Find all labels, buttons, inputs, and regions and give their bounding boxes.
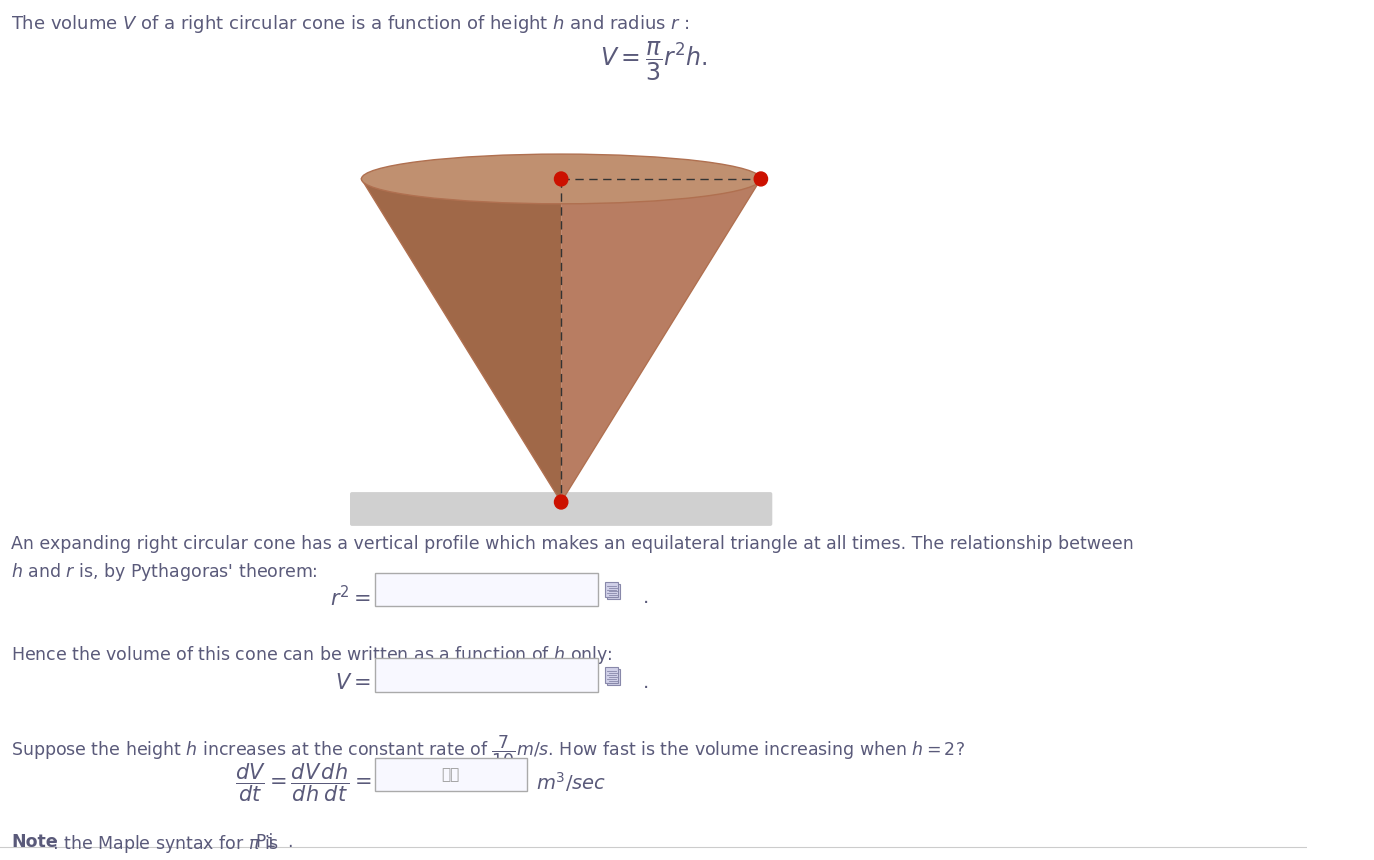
FancyBboxPatch shape: [607, 669, 620, 685]
Text: $m^3/sec$: $m^3/sec$: [536, 771, 607, 795]
Text: Hence the volume of this cone can be written as a function of $h$ only:: Hence the volume of this cone can be wri…: [11, 644, 613, 666]
FancyBboxPatch shape: [375, 658, 598, 692]
Text: $V = $: $V = $: [335, 673, 371, 693]
Text: Note: Note: [11, 833, 58, 851]
Text: : the Maple syntax for $\pi$ is: : the Maple syntax for $\pi$ is: [52, 833, 280, 855]
Text: Pi: Pi: [256, 833, 276, 851]
FancyBboxPatch shape: [607, 584, 620, 599]
Text: .: .: [643, 588, 649, 607]
Polygon shape: [361, 179, 561, 502]
Text: The volume $V$ of a right circular cone is a function of height $h$ and radius $: The volume $V$ of a right circular cone …: [11, 13, 690, 35]
Text: Suppose the height $h$ increases at the constant rate of $\dfrac{7}{10}m/s$. How: Suppose the height $h$ increases at the …: [11, 734, 966, 769]
Text: $\dfrac{dV}{dt} = \dfrac{dV}{dh}\dfrac{dh}{dt} = $: $\dfrac{dV}{dt} = \dfrac{dV}{dh}\dfrac{d…: [235, 761, 371, 803]
Text: $V = \dfrac{\pi}{3}r^2h.$: $V = \dfrac{\pi}{3}r^2h.$: [600, 40, 708, 83]
Text: An expanding right circular cone has a vertical profile which makes an equilater: An expanding right circular cone has a v…: [11, 535, 1134, 553]
Text: .: .: [643, 673, 649, 692]
FancyBboxPatch shape: [375, 758, 526, 791]
FancyBboxPatch shape: [350, 492, 772, 525]
FancyBboxPatch shape: [375, 573, 598, 606]
Text: .: .: [287, 833, 293, 851]
FancyBboxPatch shape: [605, 667, 618, 683]
Circle shape: [555, 172, 567, 186]
Text: $h$ and $r$ is, by Pythagoras' theorem:: $h$ and $r$ is, by Pythagoras' theorem:: [11, 561, 317, 583]
Ellipse shape: [361, 154, 761, 204]
Text: 数字: 数字: [441, 767, 460, 782]
Circle shape: [754, 172, 768, 186]
FancyBboxPatch shape: [605, 581, 618, 598]
Polygon shape: [561, 179, 761, 502]
Text: $r^2 = $: $r^2 = $: [330, 585, 371, 610]
Circle shape: [555, 495, 567, 509]
